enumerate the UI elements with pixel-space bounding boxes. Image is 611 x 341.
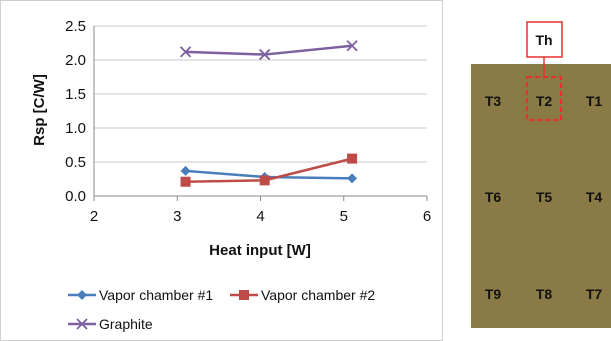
data-point <box>347 153 358 164</box>
legend-entry: Vapor chamber #1 <box>68 287 213 303</box>
x-tick-label: 6 <box>423 208 431 225</box>
legend-entry: Vapor chamber #2 <box>230 287 375 303</box>
sensor-label: T4 <box>586 189 603 205</box>
x-tick-label: 3 <box>173 208 181 225</box>
data-point <box>180 176 191 187</box>
axes: 0.0 0.5 1.0 1.5 2.0 2.5 2 3 4 5 6 <box>65 18 431 225</box>
x-tick-label: 5 <box>340 208 348 225</box>
legend-marker <box>239 290 249 300</box>
series-vapor-chamber-2 <box>180 153 358 187</box>
legend-marker <box>77 290 87 300</box>
legend-label: Graphite <box>99 316 153 332</box>
sensor-label: T9 <box>485 286 502 302</box>
series-graphite <box>179 40 358 61</box>
x-tick-label: 4 <box>256 208 264 225</box>
y-tick-label: 1.0 <box>65 120 86 137</box>
y-tick-label: 0.0 <box>65 188 86 205</box>
gridlines <box>94 25 427 163</box>
data-point <box>179 46 192 58</box>
heater-label: Th <box>535 32 552 48</box>
data-point <box>259 48 271 61</box>
heat-spreader-plate <box>471 64 611 328</box>
sensor-label: T5 <box>536 189 553 205</box>
heater-footprint <box>526 76 562 121</box>
sensor-layout-diagram: Th T3 T2 T1 T6 T5 T4 T9 T8 T7 <box>471 21 611 328</box>
sensor-label: T7 <box>586 286 603 302</box>
legend-label: Vapor chamber #2 <box>261 287 375 303</box>
data-series <box>179 40 358 187</box>
y-axis-title: Rsp [C/W] <box>31 74 48 146</box>
y-tick-label: 1.5 <box>65 86 86 103</box>
y-tick-label: 2.0 <box>65 52 86 69</box>
legend: Vapor chamber #1 Vapor chamber #2 Graphite <box>68 287 375 332</box>
data-point <box>259 175 270 186</box>
sensor-labels: T3 T2 T1 T6 T5 T4 T9 T8 T7 <box>485 93 603 302</box>
chart-frame <box>0 0 443 341</box>
data-point <box>180 165 191 176</box>
heater-box <box>526 21 563 58</box>
y-tick-label: 2.5 <box>65 18 86 35</box>
legend-label: Vapor chamber #1 <box>99 287 213 303</box>
sensor-label: T6 <box>485 189 502 205</box>
sensor-label: T8 <box>536 286 553 302</box>
x-axis-title: Heat input [W] <box>209 242 311 259</box>
x-tick-label: 2 <box>90 208 98 225</box>
sensor-label: T2 <box>536 93 553 109</box>
data-point <box>347 173 358 184</box>
legend-entry: Graphite <box>68 316 153 332</box>
sensor-label: T1 <box>586 93 603 109</box>
y-tick-label: 0.5 <box>65 154 86 171</box>
data-point <box>346 40 358 52</box>
legend-marker <box>76 318 88 330</box>
sensor-label: T3 <box>485 93 502 109</box>
